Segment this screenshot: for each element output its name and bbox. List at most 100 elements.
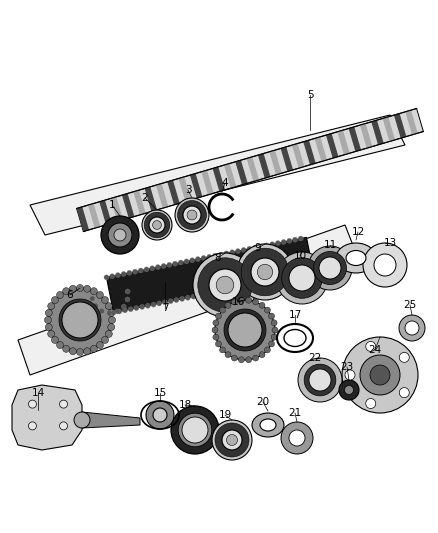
Text: 3: 3	[185, 185, 191, 195]
Circle shape	[109, 317, 116, 324]
Circle shape	[190, 258, 194, 263]
Circle shape	[260, 280, 265, 286]
Circle shape	[48, 288, 112, 352]
Polygon shape	[394, 114, 406, 138]
Circle shape	[28, 400, 36, 408]
Circle shape	[157, 301, 162, 306]
Circle shape	[127, 270, 132, 275]
Circle shape	[209, 269, 241, 301]
Text: 9: 9	[254, 243, 261, 253]
Circle shape	[289, 265, 315, 291]
Text: 2: 2	[141, 193, 148, 203]
Circle shape	[230, 249, 235, 255]
Circle shape	[178, 413, 212, 447]
Circle shape	[167, 262, 172, 267]
Circle shape	[128, 306, 133, 312]
Polygon shape	[167, 180, 180, 205]
Circle shape	[224, 251, 229, 256]
Circle shape	[225, 302, 231, 308]
Polygon shape	[212, 167, 225, 191]
Circle shape	[171, 406, 219, 454]
Polygon shape	[314, 137, 327, 161]
Circle shape	[184, 259, 189, 264]
Polygon shape	[77, 207, 89, 231]
Circle shape	[405, 321, 419, 335]
Circle shape	[366, 342, 376, 351]
Text: 6: 6	[67, 290, 73, 300]
Text: 16: 16	[231, 297, 245, 307]
Polygon shape	[360, 124, 372, 148]
Circle shape	[253, 355, 258, 361]
Polygon shape	[82, 412, 140, 428]
Circle shape	[342, 337, 418, 413]
Circle shape	[308, 246, 352, 290]
Text: 11: 11	[323, 240, 337, 250]
Circle shape	[300, 272, 304, 278]
Circle shape	[114, 229, 126, 241]
Circle shape	[231, 355, 237, 361]
Polygon shape	[12, 385, 82, 450]
Polygon shape	[88, 204, 100, 228]
Circle shape	[259, 352, 265, 358]
Circle shape	[84, 348, 91, 354]
Circle shape	[363, 243, 407, 287]
Circle shape	[212, 253, 218, 258]
Circle shape	[111, 310, 116, 315]
Circle shape	[272, 327, 278, 333]
Circle shape	[193, 253, 257, 317]
Circle shape	[268, 341, 275, 347]
Circle shape	[215, 313, 222, 319]
Circle shape	[63, 288, 70, 295]
Circle shape	[231, 286, 236, 291]
Circle shape	[201, 255, 206, 261]
Circle shape	[282, 258, 322, 298]
Polygon shape	[258, 154, 270, 178]
Text: 23: 23	[340, 362, 353, 372]
Circle shape	[161, 263, 166, 269]
Circle shape	[180, 296, 184, 302]
Circle shape	[105, 330, 112, 337]
Polygon shape	[224, 164, 237, 188]
Circle shape	[309, 369, 331, 391]
Circle shape	[219, 288, 225, 294]
Circle shape	[144, 267, 149, 272]
Circle shape	[168, 298, 173, 304]
Circle shape	[162, 300, 167, 305]
Circle shape	[105, 303, 112, 310]
Circle shape	[345, 370, 355, 380]
Circle shape	[150, 266, 155, 271]
Circle shape	[399, 315, 425, 341]
Polygon shape	[99, 200, 112, 225]
Circle shape	[370, 365, 390, 385]
Polygon shape	[235, 160, 248, 185]
Polygon shape	[337, 130, 350, 155]
Circle shape	[77, 349, 84, 356]
Circle shape	[155, 264, 160, 270]
Circle shape	[90, 345, 97, 352]
Circle shape	[52, 336, 59, 343]
Circle shape	[231, 299, 237, 305]
Text: 12: 12	[351, 227, 364, 237]
Circle shape	[319, 257, 341, 279]
Circle shape	[283, 276, 287, 281]
Circle shape	[224, 309, 266, 351]
Polygon shape	[383, 117, 395, 142]
Circle shape	[219, 347, 226, 353]
Circle shape	[144, 212, 170, 238]
Circle shape	[345, 385, 353, 394]
Text: 19: 19	[219, 410, 232, 420]
Circle shape	[45, 309, 52, 317]
Polygon shape	[30, 115, 405, 235]
Circle shape	[60, 422, 67, 430]
Text: 22: 22	[308, 353, 321, 363]
Circle shape	[226, 434, 237, 446]
Circle shape	[107, 311, 112, 316]
Circle shape	[133, 269, 138, 274]
Circle shape	[59, 299, 101, 341]
Circle shape	[360, 355, 400, 395]
Circle shape	[238, 357, 244, 363]
Circle shape	[253, 245, 258, 250]
Circle shape	[173, 261, 177, 266]
Circle shape	[142, 210, 172, 240]
Circle shape	[243, 284, 247, 289]
